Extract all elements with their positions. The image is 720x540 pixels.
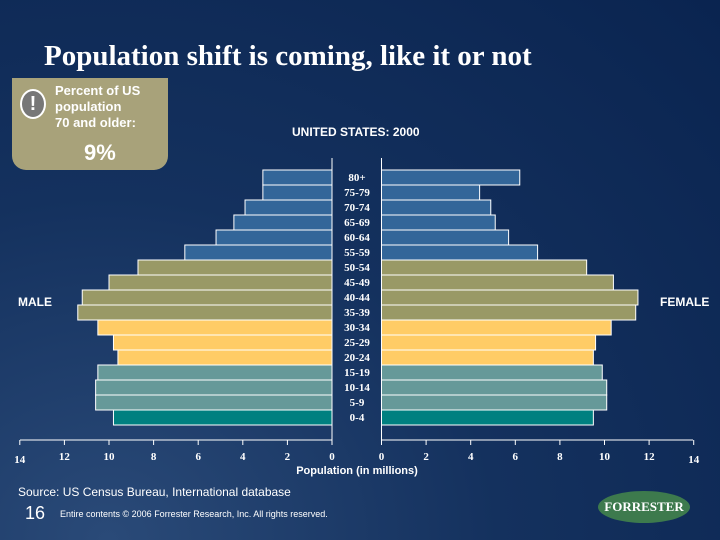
female-bar [381, 169, 521, 186]
x-tick-label: 10 [599, 451, 611, 463]
age-label: 55-59 [344, 247, 370, 259]
callout-line: population [55, 99, 122, 114]
female-bar [381, 379, 608, 396]
age-label: 10-14 [344, 382, 370, 394]
age-label: 30-34 [344, 322, 370, 334]
male-bar [97, 364, 333, 381]
male-bar [244, 199, 333, 216]
male-label: MALE [18, 295, 52, 309]
x-tick-label: 6 [195, 451, 201, 463]
age-label: 75-79 [344, 187, 370, 199]
male-bar [81, 289, 333, 306]
male-bar [95, 379, 333, 396]
age-label: 65-69 [344, 217, 370, 229]
male-bar [112, 334, 333, 351]
female-bar [381, 199, 492, 216]
age-label: 0-4 [350, 412, 365, 424]
x-tick-label: 2 [423, 451, 429, 463]
male-bar [137, 259, 333, 276]
callout-box: ! Percent of US population 70 and older: 9… [12, 78, 168, 170]
x-tick-label: 2 [285, 451, 291, 463]
male-bar [97, 319, 333, 336]
callout-value: 9% [84, 140, 116, 165]
female-bar [381, 229, 510, 246]
male-bar [262, 184, 333, 201]
female-bar [381, 409, 594, 426]
chart-title: UNITED STATES: 2000 [292, 125, 420, 139]
callout-line: 70 and older: [55, 115, 136, 130]
female-bar [381, 394, 608, 411]
female-bar [381, 244, 539, 261]
age-label: 50-54 [344, 262, 370, 274]
age-label: 20-24 [344, 352, 370, 364]
female-bar [381, 214, 496, 231]
x-tick-label: 8 [151, 451, 157, 463]
x-tick-label: 14 [688, 454, 700, 466]
x-tick-label: 4 [468, 451, 474, 463]
x-tick-label: 8 [557, 451, 563, 463]
male-bar [184, 244, 333, 261]
male-bar [77, 304, 333, 321]
female-bar [381, 349, 594, 366]
age-label: 5-9 [350, 397, 365, 409]
x-axis-label: Population (in millions) [296, 465, 418, 477]
exclamation-icon: ! [20, 89, 46, 119]
age-label: 35-39 [344, 307, 370, 319]
page-number: 16 [25, 503, 46, 523]
male-bar [95, 394, 333, 411]
forrester-logo: FORRESTER [598, 491, 690, 523]
source-note: Source: US Census Bureau, International … [18, 485, 291, 499]
female-label: FEMALE [660, 295, 710, 309]
male-bar [215, 229, 333, 246]
female-bar [381, 184, 481, 201]
x-tick-label: 12 [644, 451, 656, 463]
x-tick-label: 0 [379, 451, 385, 463]
age-label: 60-64 [344, 232, 370, 244]
male-bar [112, 409, 333, 426]
slide-title: Population shift is coming, like it or n… [44, 40, 532, 72]
x-tick-label: 4 [240, 451, 246, 463]
age-label: 70-74 [344, 202, 370, 214]
x-tick-label: 14 [14, 454, 26, 466]
female-bar [381, 274, 614, 291]
x-tick-label: 10 [104, 451, 116, 463]
age-label: 80+ [348, 172, 365, 184]
male-bar [117, 349, 333, 366]
female-bar [381, 364, 603, 381]
female-bar [381, 304, 637, 321]
x-tick-label: 6 [513, 451, 519, 463]
age-label: 25-29 [344, 337, 370, 349]
male-bar [108, 274, 333, 291]
male-bar [262, 169, 333, 186]
female-bar [381, 289, 639, 306]
age-label: 15-19 [344, 367, 370, 379]
female-bar [381, 334, 597, 351]
age-label: 40-44 [344, 292, 370, 304]
male-bar [233, 214, 333, 231]
age-label: 45-49 [344, 277, 370, 289]
x-tick-label: 12 [59, 451, 71, 463]
copyright: Entire contents © 2006 Forrester Researc… [60, 509, 328, 519]
x-tick-label: 0 [329, 451, 335, 463]
female-bar [381, 319, 612, 336]
callout-line: Percent of US [55, 83, 141, 98]
female-bar [381, 259, 588, 276]
